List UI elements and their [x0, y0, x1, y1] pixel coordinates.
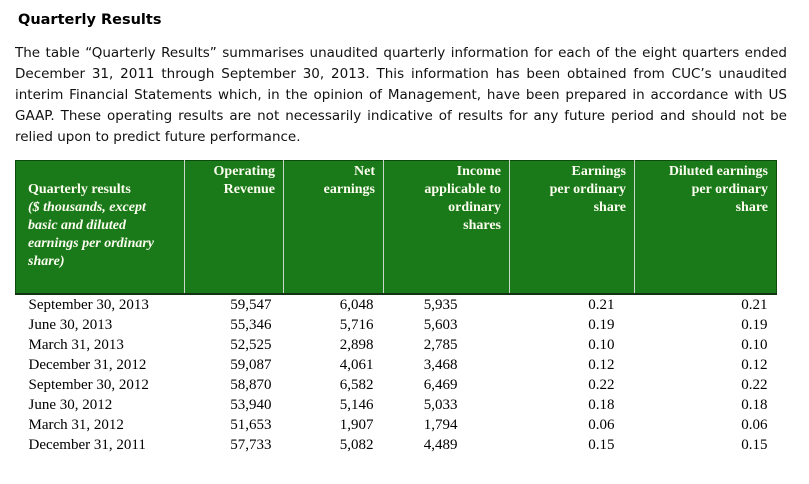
cell-income-applicable: 2,785	[423, 337, 458, 353]
cell-diluted-eps: 0.19	[741, 317, 768, 333]
cell-net-earnings: 2,898	[339, 337, 374, 353]
cell-period: December 31, 2012	[28, 357, 147, 373]
cell-period: March 31, 2013	[28, 337, 124, 353]
cell-income-applicable: 5,603	[423, 317, 458, 333]
cell-income-applicable: 6,469	[423, 377, 458, 393]
cell-income-applicable: 1,794	[423, 417, 458, 433]
header-net-earnings: Net earnings	[283, 160, 384, 295]
cell-diluted-eps: 0.12	[741, 357, 768, 373]
table-row: March 31, 2013 52,525 2,898 2,785 0.10 0.10	[16, 335, 777, 355]
cell-operating-revenue: 51,653	[230, 417, 272, 433]
cell-eps: 0.06	[588, 417, 615, 433]
header-operating-revenue: Operating Revenue	[184, 160, 284, 295]
cell-eps: 0.18	[588, 397, 615, 413]
cell-net-earnings: 5,146	[339, 397, 374, 413]
cell-income-applicable: 5,935	[423, 297, 458, 313]
cell-net-earnings: 6,048	[339, 297, 374, 313]
table-row: December 31, 2011 57,733 5,082 4,489 0.15 0.1…	[16, 435, 777, 455]
cell-period: March 31, 2012	[28, 417, 124, 433]
cell-period: June 30, 2012	[28, 397, 113, 413]
cell-eps: 0.10	[588, 337, 615, 353]
cell-eps: 0.12	[588, 357, 615, 373]
cell-diluted-eps: 0.15	[741, 437, 768, 453]
cell-operating-revenue: 59,087	[230, 357, 272, 373]
cell-net-earnings: 5,716	[339, 317, 374, 333]
table-row: September 30, 2012 58,870 6,582 6,469 0.22 0.…	[16, 375, 777, 395]
cell-diluted-eps: 0.18	[741, 397, 768, 413]
cell-net-earnings: 6,582	[339, 377, 374, 393]
cell-operating-revenue: 55,346	[230, 317, 272, 333]
header-earnings-per-share: Earnings per ordinary share	[509, 160, 635, 295]
cell-period: December 31, 2011	[28, 437, 146, 453]
cell-period: September 30, 2012	[28, 377, 149, 393]
table-row: June 30, 2013 55,346 5,716 5,603 0.19 0.19	[16, 315, 777, 335]
cell-period: September 30, 2013	[28, 297, 149, 313]
header-quarterly-results: Quarterly results ($ thousands, except b…	[15, 160, 185, 295]
cell-net-earnings: 5,082	[339, 437, 374, 453]
quarterly-results-table: Quarterly results ($ thousands, except b…	[15, 160, 777, 455]
header-diluted-earnings-per-share: Diluted earnings per ordinary share	[634, 160, 777, 295]
page-title: Quarterly Results	[18, 12, 162, 28]
cell-net-earnings: 1,907	[339, 417, 374, 433]
document-page: Quarterly Results The table “Quarterly R…	[15, 12, 787, 455]
header-quarterly-results-title: Quarterly results	[28, 182, 131, 197]
cell-eps: 0.15	[588, 437, 615, 453]
header-income-applicable: Income applicable to ordinary shares	[383, 160, 510, 295]
cell-eps: 0.21	[588, 297, 615, 313]
cell-diluted-eps: 0.21	[741, 297, 768, 313]
cell-diluted-eps: 0.22	[741, 377, 768, 393]
cell-operating-revenue: 58,870	[230, 377, 272, 393]
cell-period: June 30, 2013	[28, 317, 113, 333]
cell-diluted-eps: 0.10	[741, 337, 768, 353]
table-body: September 30, 2013 59,547 6,048 5,935 0.21 0.…	[16, 294, 777, 455]
cell-operating-revenue: 52,525	[230, 337, 272, 353]
cell-operating-revenue: 57,733	[230, 437, 272, 453]
table-row: September 30, 2013 59,547 6,048 5,935 0.21 0.…	[16, 294, 777, 315]
table-header-row: Quarterly results ($ thousands, except b…	[15, 160, 777, 295]
cell-operating-revenue: 59,547	[230, 297, 272, 313]
table-header: Quarterly results ($ thousands, except b…	[15, 160, 777, 295]
table-row: June 30, 2012 53,940 5,146 5,033 0.18 0.18	[16, 395, 777, 415]
intro-paragraph: The table “Quarterly Results” summarises…	[15, 45, 787, 145]
cell-eps: 0.19	[588, 317, 615, 333]
cell-net-earnings: 4,061	[339, 357, 374, 373]
cell-diluted-eps: 0.06	[741, 417, 768, 433]
table-row: March 31, 2012 51,653 1,907 1,794 0.06 0.06	[16, 415, 777, 435]
cell-income-applicable: 5,033	[423, 397, 458, 413]
header-quarterly-results-subtitle: ($ thousands, except basic and diluted e…	[28, 200, 155, 269]
cell-income-applicable: 3,468	[423, 357, 458, 373]
table-row: December 31, 2012 59,087 4,061 3,468 0.12 0.1…	[16, 355, 777, 375]
cell-operating-revenue: 53,940	[230, 397, 272, 413]
cell-income-applicable: 4,489	[423, 437, 458, 453]
cell-eps: 0.22	[588, 377, 615, 393]
